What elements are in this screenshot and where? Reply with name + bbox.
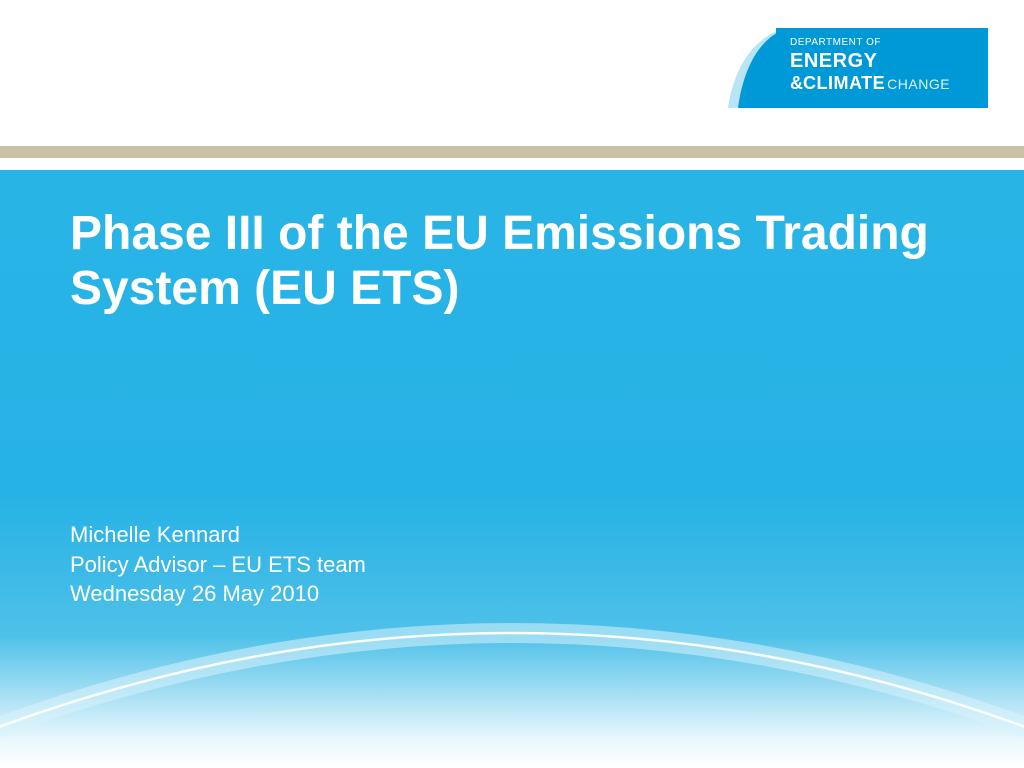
author-name: Michelle Kennard xyxy=(70,520,366,550)
dept-logo: DEPARTMENT OF ENERGY &CLIMATECHANGE xyxy=(728,28,988,108)
logo-word-climate: CLIMATE xyxy=(803,73,885,93)
main-panel: Phase III of the EU Emissions Trading Sy… xyxy=(0,170,1024,768)
presentation-date: Wednesday 26 May 2010 xyxy=(70,579,366,609)
logo-line-dept: DEPARTMENT OF xyxy=(790,38,974,49)
logo-word-change: CHANGE xyxy=(887,76,950,92)
slide: DEPARTMENT OF ENERGY &CLIMATECHANGE Phas… xyxy=(0,0,1024,768)
subtitle-block: Michelle Kennard Policy Advisor – EU ETS… xyxy=(70,520,366,609)
logo-text-box: DEPARTMENT OF ENERGY &CLIMATECHANGE xyxy=(776,28,988,108)
slide-title: Phase III of the EU Emissions Trading Sy… xyxy=(70,206,950,316)
logo-line-energy: ENERGY xyxy=(790,51,974,72)
header: DEPARTMENT OF ENERGY &CLIMATECHANGE xyxy=(0,0,1024,146)
divider-bar xyxy=(0,146,1024,158)
logo-ampersand: & xyxy=(790,73,803,93)
logo-line-climate-row: &CLIMATECHANGE xyxy=(790,74,974,94)
author-role: Policy Advisor – EU ETS team xyxy=(70,550,366,580)
